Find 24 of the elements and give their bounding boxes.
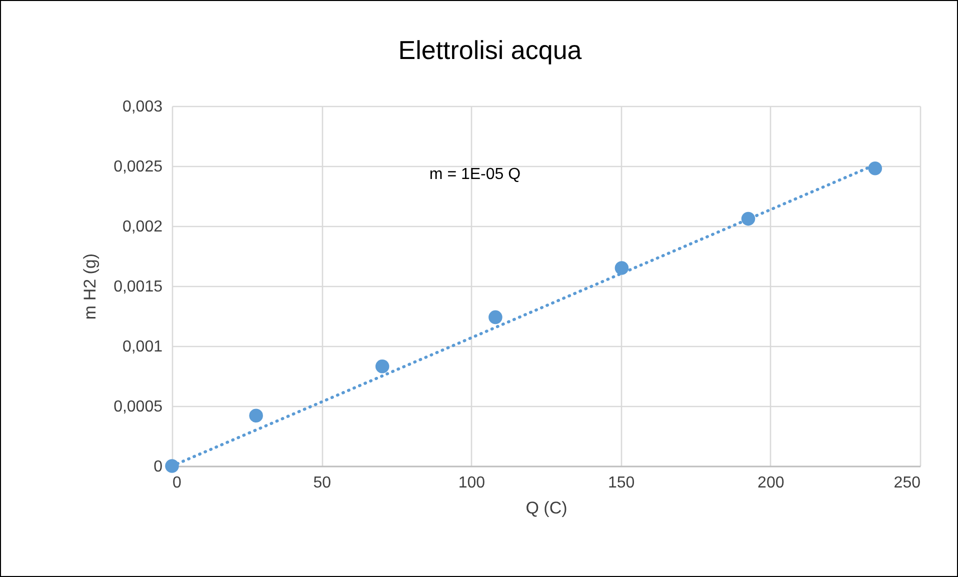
y-tick-label: 0,003	[122, 98, 163, 116]
y-tick-label: 0,0005	[114, 398, 163, 416]
y-tick-label: 0	[154, 458, 163, 476]
x-tick-label: 200	[758, 474, 784, 492]
x-tick-label: 100	[458, 474, 486, 492]
y-tick-label: 0,002	[122, 218, 163, 236]
point	[165, 459, 179, 473]
chart-title: Elettrolisi acqua	[398, 35, 582, 65]
point	[868, 162, 882, 176]
y-tick-label: 0,0015	[114, 278, 163, 296]
point	[249, 408, 263, 422]
point	[741, 212, 756, 226]
x-tick-label: 250	[894, 474, 921, 492]
x-axis-title: Q (C)	[526, 498, 568, 518]
y-axis-title: m H2 (g)	[80, 253, 100, 320]
annotation: m = 1E-05 Q	[429, 166, 521, 183]
y-tick-label: 0,0025	[114, 158, 163, 176]
x-tick-label: 150	[608, 474, 635, 492]
point	[614, 261, 629, 275]
x-tick-label: 50	[313, 474, 332, 492]
x-tick-label: 0	[172, 474, 182, 492]
point	[375, 360, 390, 374]
y-tick-label: 0,001	[122, 338, 163, 356]
point	[488, 310, 502, 324]
